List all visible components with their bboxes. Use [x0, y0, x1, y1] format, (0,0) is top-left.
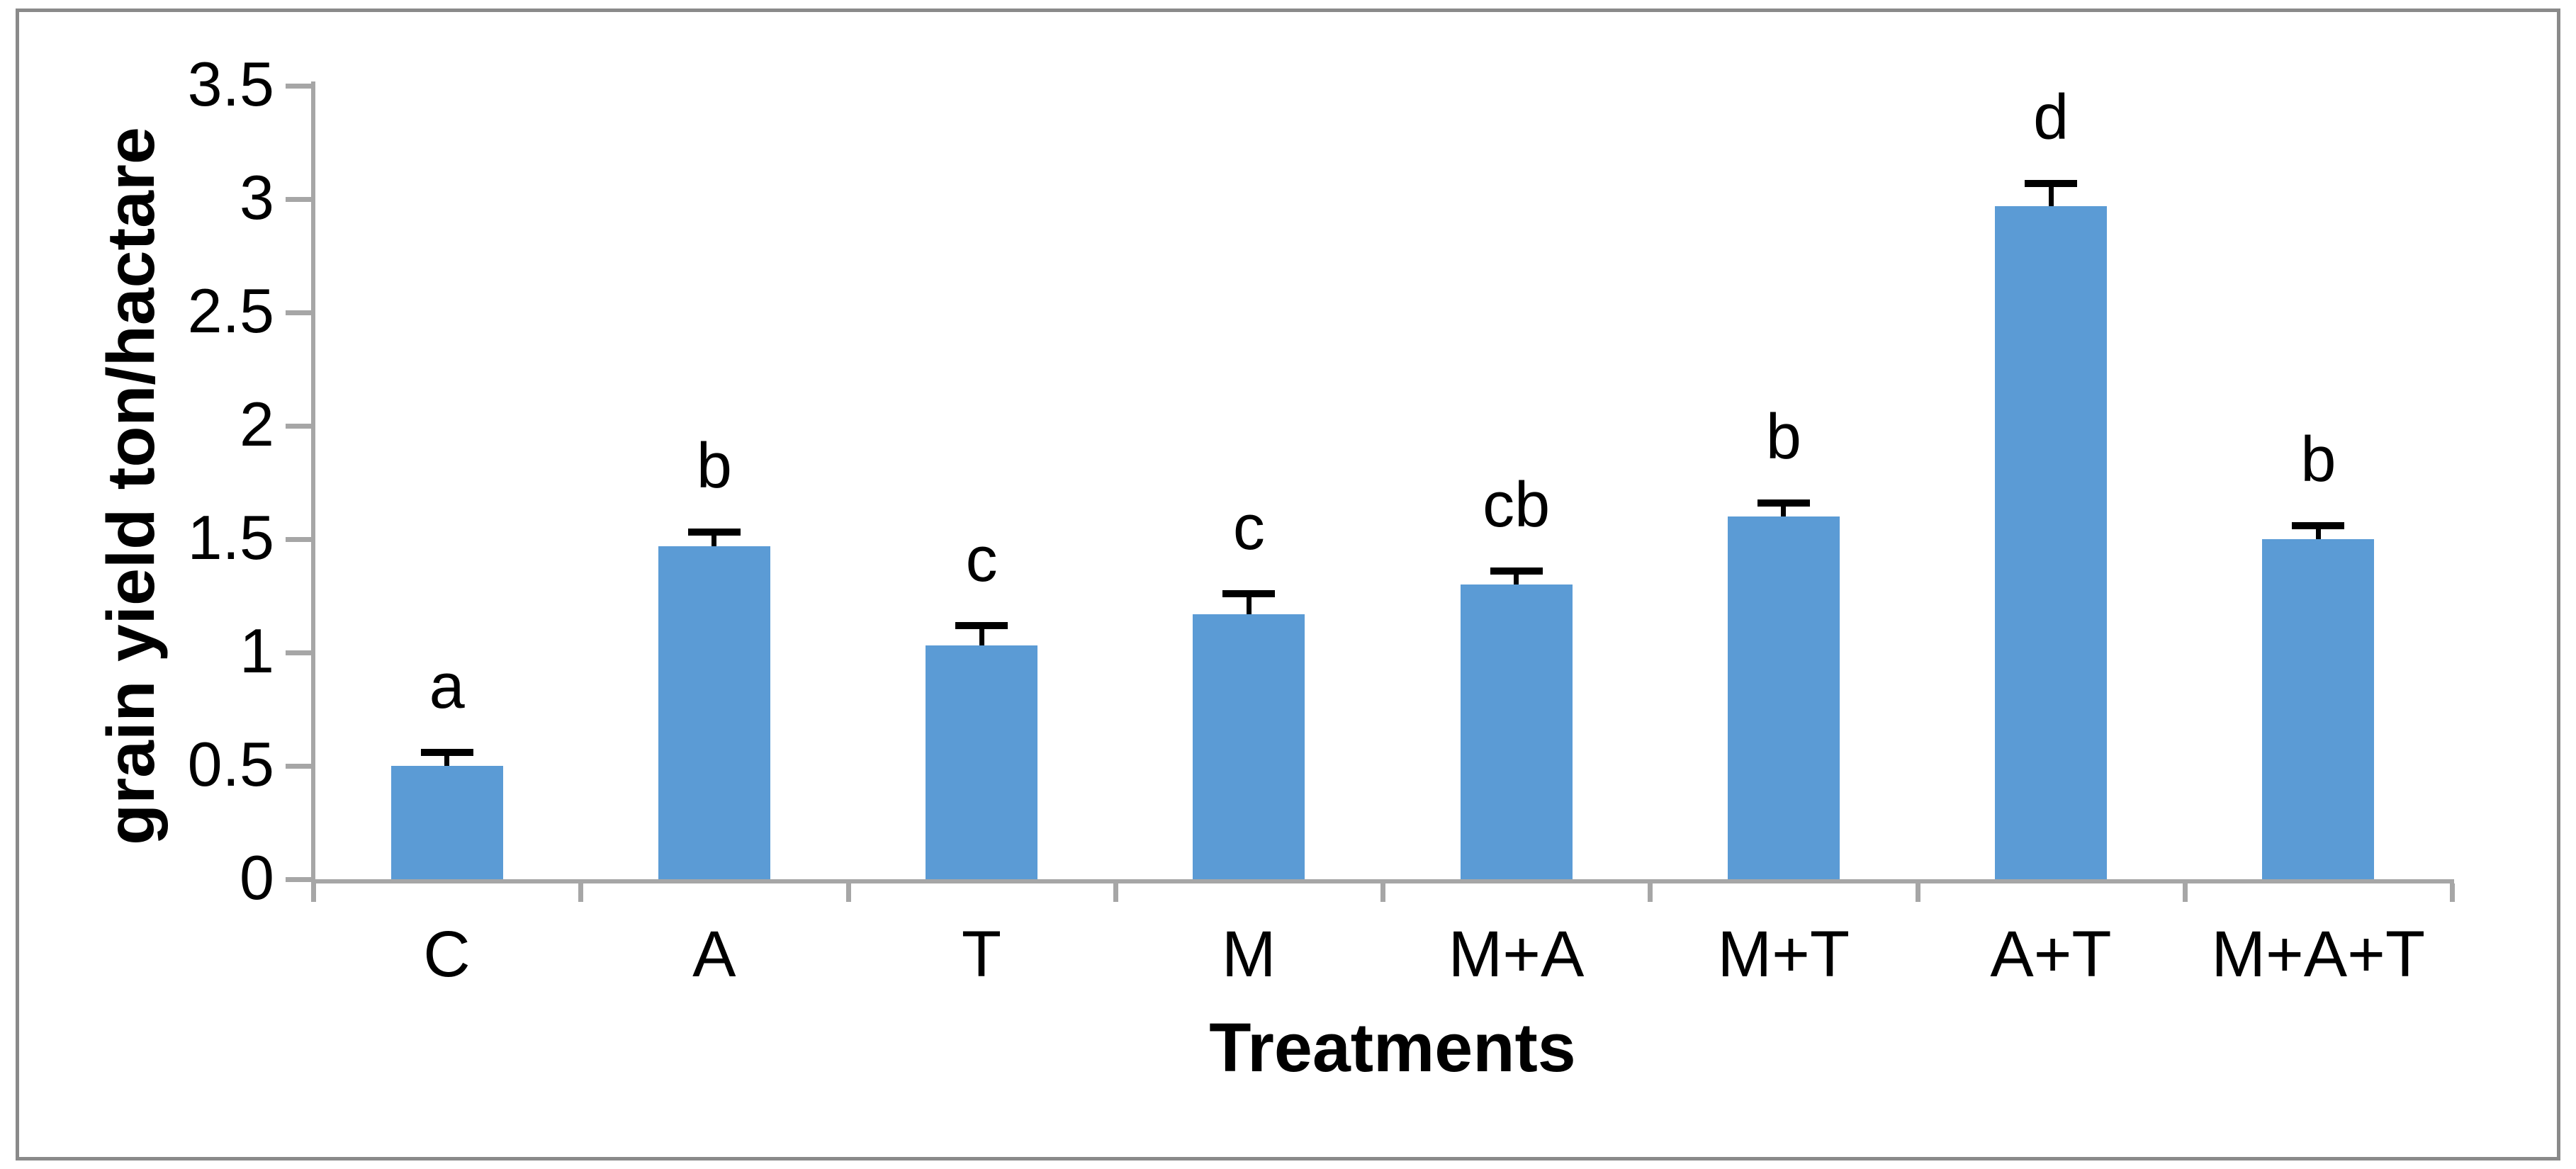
- y-axis-title: grain yield ton/hactare: [93, 127, 169, 845]
- error-cap: [1222, 589, 1276, 597]
- y-tick-label: 3.5: [187, 49, 274, 119]
- y-tick-label: 3: [240, 162, 274, 232]
- sig-letter: b: [696, 431, 732, 502]
- bar: [1460, 584, 1573, 879]
- x-tick-mark: [311, 883, 316, 902]
- x-tick-label: A: [692, 918, 736, 990]
- bar: [926, 645, 1038, 879]
- error-cap: [1757, 499, 1810, 507]
- error-bar: [444, 752, 450, 766]
- error-bar: [2048, 183, 2054, 206]
- x-tick-mark: [1648, 883, 1653, 902]
- bar: [658, 546, 770, 879]
- sig-letter: c: [965, 524, 998, 595]
- bar: [1193, 614, 1305, 879]
- sig-letter: a: [429, 650, 465, 722]
- error-cap: [420, 748, 473, 756]
- bar: [390, 766, 503, 879]
- y-tick-mark: [286, 537, 311, 542]
- sig-letter: b: [2300, 424, 2336, 495]
- y-tick-mark: [286, 764, 311, 769]
- y-tick-label: 0.5: [187, 729, 274, 799]
- bar: [1727, 516, 1840, 879]
- error-cap: [2025, 179, 2078, 187]
- y-tick-mark: [286, 310, 311, 315]
- x-tick-mark: [845, 883, 851, 902]
- sig-letter: cb: [1483, 469, 1551, 541]
- error-bar: [1781, 502, 1787, 516]
- y-tick-label: 2: [240, 389, 274, 459]
- x-tick-label: T: [961, 918, 1002, 990]
- x-tick-mark: [1915, 883, 1920, 902]
- error-bar: [1246, 593, 1252, 614]
- x-tick-mark: [2450, 883, 2455, 902]
- error-cap: [1490, 567, 1543, 575]
- error-bar: [2315, 525, 2321, 539]
- x-tick-label: M+A+T: [2211, 918, 2426, 990]
- sig-letter: d: [2033, 81, 2069, 153]
- y-axis-line: [311, 81, 315, 900]
- error-bar: [1514, 570, 1519, 584]
- x-tick-label: M: [1221, 918, 1276, 990]
- bar: [1995, 205, 2108, 879]
- y-tick-mark: [286, 877, 311, 882]
- sig-letter: c: [1232, 492, 1265, 563]
- error-bar: [712, 532, 717, 546]
- x-axis-title: Treatments: [1209, 1009, 1576, 1086]
- error-cap: [2292, 521, 2345, 529]
- x-tick-label: M+T: [1717, 918, 1850, 990]
- y-tick-mark: [286, 424, 311, 429]
- y-tick-mark: [286, 650, 311, 655]
- y-tick-label: 0: [240, 842, 274, 913]
- x-tick-label: A+T: [1990, 918, 2112, 990]
- sig-letter: b: [1765, 401, 1801, 473]
- x-tick-label: C: [423, 918, 471, 990]
- y-tick-label: 1: [240, 616, 274, 686]
- bar: [2262, 539, 2375, 879]
- error-bar: [979, 625, 984, 646]
- y-tick-label: 1.5: [187, 502, 274, 572]
- x-tick-mark: [2182, 883, 2188, 902]
- y-tick-mark: [286, 84, 311, 89]
- error-cap: [955, 621, 1008, 629]
- y-tick-label: 2.5: [187, 276, 274, 346]
- error-cap: [687, 529, 741, 536]
- y-tick-mark: [286, 197, 311, 202]
- x-tick-mark: [578, 883, 584, 902]
- figure-border: [16, 9, 2560, 1160]
- x-tick-mark: [1380, 883, 1385, 902]
- x-axis-line: [311, 879, 2454, 883]
- x-tick-label: M+A: [1448, 918, 1585, 990]
- x-tick-mark: [1113, 883, 1118, 902]
